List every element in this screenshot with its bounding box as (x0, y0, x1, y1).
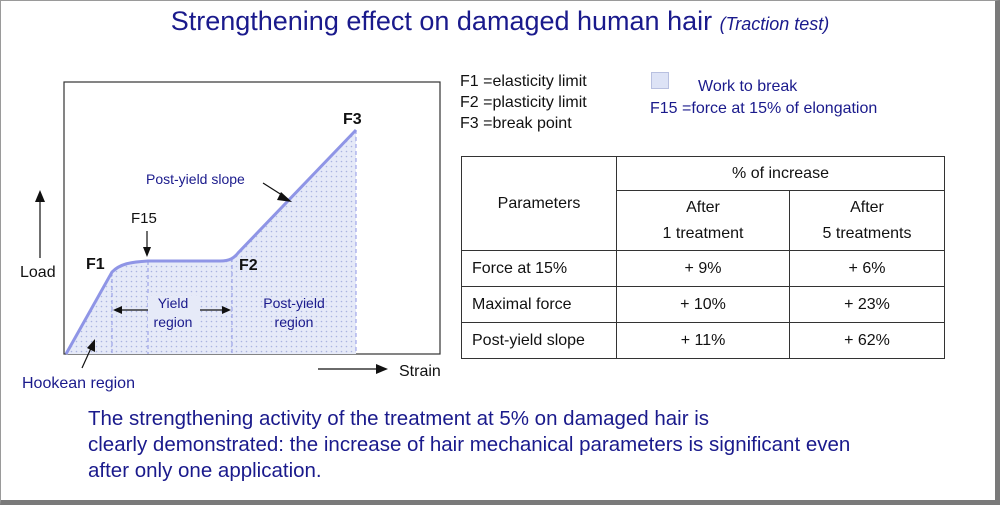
title-main: Strengthening effect on damaged human ha… (170, 6, 713, 36)
load-axis-arrow (35, 190, 45, 258)
header-parameters: Parameters (461, 156, 617, 251)
legend-text: break point (492, 115, 572, 132)
row-param: Maximal force (461, 286, 617, 323)
post-yield-region-label-1: Post-yield (263, 295, 324, 311)
header-after-1-line2: 1 treatment (662, 224, 744, 242)
post-yield-region-label-2: region (275, 314, 314, 330)
conclusion-line-2: clearly demonstrated: the increase of ha… (88, 433, 851, 456)
yield-region-label-bg (148, 296, 200, 330)
hookean-region-arrow (81, 339, 95, 369)
legend-text: elasticity limit (492, 73, 587, 90)
legend-key: F1 (460, 73, 479, 90)
header-after-1: After 1 treatment (616, 190, 790, 251)
legend-text: plasticity limit (492, 94, 587, 111)
legend-key: F2 (460, 94, 479, 111)
row-after-5: + 23% (789, 286, 945, 323)
legend-definitions: F1 =elasticity limit F2 =plasticity limi… (460, 71, 587, 134)
legend-item-f15: F15 =force at 15% of elongation (650, 100, 877, 118)
work-to-break-swatch (651, 72, 669, 89)
table-row: Post-yield slope + 11% + 62% (461, 322, 945, 359)
conclusion-text: The strengthening activity of the treatm… (88, 406, 988, 484)
table-header-row: Parameters % of increase (461, 156, 945, 251)
legend-item-f2: F2 =plasticity limit (460, 92, 587, 113)
legend-eq: = (483, 94, 493, 111)
parameters-table: Parameters % of increase After 1 treatme… (461, 156, 945, 359)
legend-eq: = (483, 115, 493, 132)
row-param: Post-yield slope (461, 322, 617, 359)
row-after-5: + 6% (789, 250, 945, 287)
header-after-5: After 5 treatments (789, 190, 945, 251)
conclusion-line-3: after only one application. (88, 459, 322, 482)
row-after-5: + 62% (789, 322, 945, 359)
legend-eq: = (483, 73, 493, 90)
f15-arrow (143, 231, 151, 257)
yield-region-label-2: region (154, 314, 193, 330)
legend-item-f3: F3 =break point (460, 113, 587, 134)
point-label-f15: F15 (131, 210, 157, 227)
legend-key: F15 (650, 100, 678, 117)
strain-axis-label: Strain (399, 363, 441, 380)
post-yield-slope-arrow (262, 182, 292, 202)
table-row: Maximal force + 10% + 23% (461, 286, 945, 323)
header-after-5-line2: 5 treatments (822, 224, 912, 242)
work-to-break-area (66, 130, 356, 354)
load-strain-curve (64, 128, 358, 355)
legend-text: force at 15% of elongation (691, 100, 878, 117)
strain-axis-arrow (318, 364, 388, 374)
table-row: Force at 15% + 9% + 6% (461, 250, 945, 287)
header-after-5-line1: After (850, 198, 884, 216)
yield-region-label-1: Yield (158, 295, 189, 311)
legend-eq: = (682, 100, 692, 117)
legend-item-f1: F1 =elasticity limit (460, 71, 587, 92)
load-axis-label: Load (20, 264, 56, 281)
row-param: Force at 15% (461, 250, 617, 287)
point-label-f2: F2 (239, 257, 258, 274)
slide-title: Strengthening effect on damaged human ha… (0, 6, 1000, 37)
post-yield-slope-label: Post-yield slope (146, 171, 245, 187)
conclusion-line-1: The strengthening activity of the treatm… (88, 407, 710, 430)
point-label-f3: F3 (343, 111, 362, 128)
row-after-1: + 11% (616, 322, 790, 359)
hookean-region-label: Hookean region (22, 375, 135, 392)
row-after-1: + 10% (616, 286, 790, 323)
row-after-1: + 9% (616, 250, 790, 287)
title-subtitle: (Traction test) (719, 14, 830, 34)
work-to-break-label: Work to break (698, 78, 798, 95)
legend-key: F3 (460, 115, 479, 132)
header-after-1-line1: After (686, 198, 720, 216)
header-increase: % of increase (616, 156, 945, 191)
point-label-f1: F1 (86, 256, 105, 273)
region-dividers (111, 130, 357, 354)
